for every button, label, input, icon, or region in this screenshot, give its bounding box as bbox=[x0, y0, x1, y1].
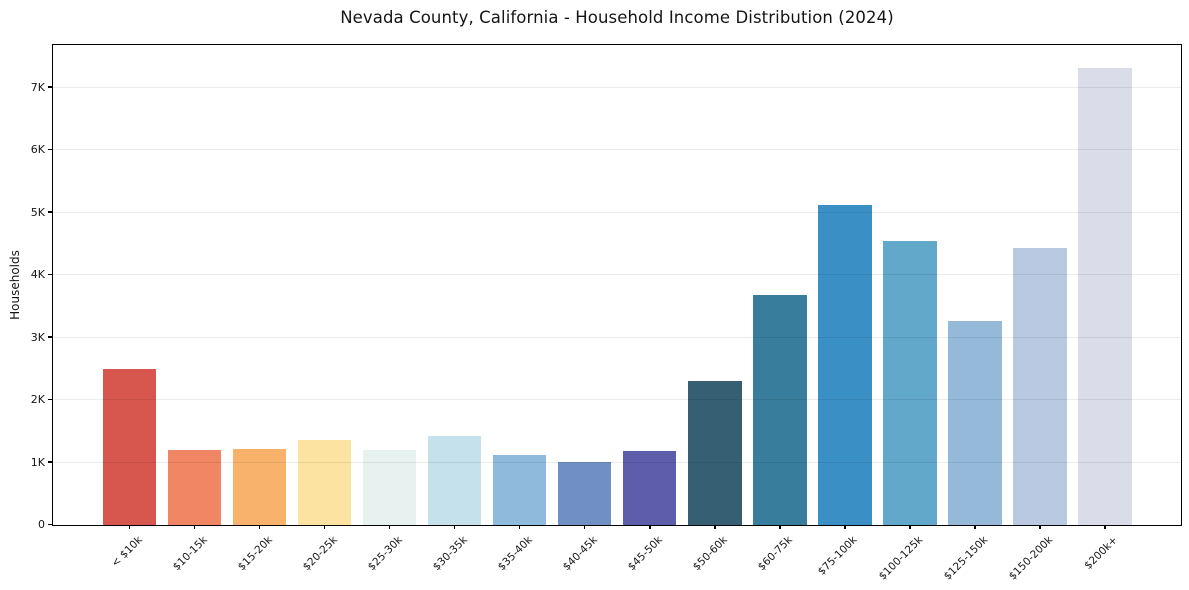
x-tick bbox=[128, 524, 131, 529]
y-tick-label: 6K bbox=[30, 143, 45, 156]
bar bbox=[102, 368, 157, 525]
gridline bbox=[52, 399, 1181, 400]
y-tick-label: 1K bbox=[30, 455, 45, 469]
x-tick bbox=[323, 524, 326, 529]
gridline bbox=[52, 336, 1181, 338]
x-tick-label: $125-150k bbox=[941, 534, 990, 583]
bar bbox=[688, 381, 742, 525]
x-tick-label: $10-15k bbox=[170, 534, 210, 574]
y-tick bbox=[48, 211, 53, 213]
x-tick-label: $75-100k bbox=[816, 534, 860, 578]
gridline bbox=[52, 86, 1181, 88]
bar bbox=[167, 450, 222, 525]
bar bbox=[753, 294, 807, 525]
x-tick bbox=[193, 524, 196, 529]
bar bbox=[232, 448, 287, 525]
bar bbox=[1013, 248, 1067, 525]
x-tick bbox=[453, 524, 456, 529]
bar bbox=[493, 454, 547, 525]
y-axis-label: Households bbox=[8, 250, 22, 320]
y-tick bbox=[48, 273, 53, 276]
y-tick bbox=[48, 398, 53, 401]
bar bbox=[818, 205, 872, 525]
gridline bbox=[52, 149, 1181, 150]
y-tick bbox=[48, 148, 53, 151]
x-tick bbox=[388, 524, 391, 529]
gridline bbox=[52, 211, 1181, 213]
x-tick bbox=[974, 524, 976, 529]
y-tick-label: 3K bbox=[30, 330, 45, 344]
plot-area bbox=[48, 43, 1182, 529]
bar bbox=[948, 321, 1002, 525]
x-tick bbox=[1039, 524, 1041, 529]
bar bbox=[558, 462, 612, 525]
x-tick bbox=[909, 524, 911, 529]
gridline bbox=[52, 274, 1181, 275]
gridline bbox=[52, 461, 1181, 463]
y-tick bbox=[48, 523, 53, 526]
x-tick-label: $45-50k bbox=[625, 534, 665, 574]
x-tick-label: $35-40k bbox=[495, 534, 535, 574]
y-tick-label: 5K bbox=[30, 205, 45, 219]
x-tick bbox=[779, 524, 781, 529]
x-tick bbox=[1104, 524, 1106, 529]
x-tick-label: $60-75k bbox=[755, 534, 795, 574]
x-tick-label: $50-60k bbox=[690, 534, 730, 574]
y-tick-label: 4K bbox=[30, 268, 45, 281]
y-tick bbox=[48, 86, 53, 88]
y-tick-label: 7K bbox=[30, 80, 45, 94]
x-tick-label: < $10k bbox=[108, 534, 145, 570]
bar bbox=[623, 450, 677, 525]
y-tick bbox=[48, 461, 53, 463]
x-tick-label: $100-125k bbox=[876, 534, 925, 583]
x-tick-label: $30-35k bbox=[430, 534, 470, 574]
y-tick-label: 0 bbox=[38, 518, 45, 531]
bar bbox=[1078, 68, 1132, 525]
x-tick bbox=[583, 524, 586, 529]
bar bbox=[362, 449, 417, 525]
x-tick-label: $200k+ bbox=[1082, 534, 1121, 572]
bar bbox=[883, 241, 937, 525]
x-tick-label: $20-25k bbox=[300, 534, 340, 574]
x-tick-label: $25-30k bbox=[365, 534, 405, 574]
y-tick-label: 2K bbox=[30, 393, 45, 406]
x-tick-label: $40-45k bbox=[560, 534, 600, 574]
chart-title: Nevada County, California - Household In… bbox=[340, 8, 894, 27]
x-tick-label: $150-200k bbox=[1006, 534, 1055, 583]
x-tick bbox=[844, 524, 846, 529]
bar bbox=[427, 435, 482, 525]
x-tick-label: $15-20k bbox=[235, 534, 275, 574]
x-tick bbox=[714, 524, 716, 529]
x-tick bbox=[258, 524, 261, 529]
x-tick bbox=[649, 524, 651, 529]
y-tick bbox=[48, 336, 53, 338]
bar bbox=[297, 439, 352, 525]
x-tick bbox=[518, 524, 521, 529]
